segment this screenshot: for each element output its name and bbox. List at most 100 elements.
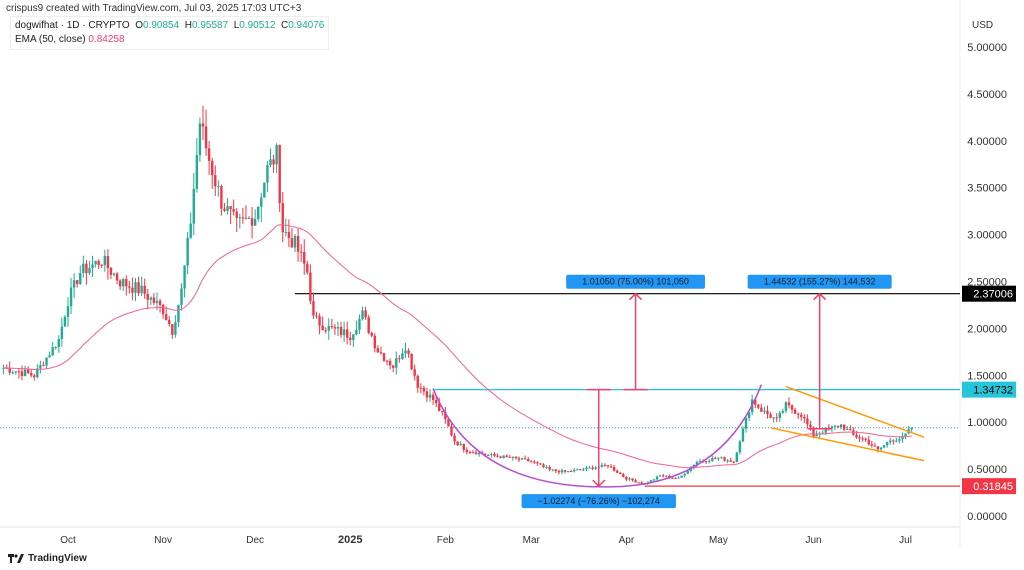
- candle-body: [20, 371, 24, 377]
- candle-body: [220, 186, 223, 209]
- symbol: dogwifhat · 1D · CRYPTO: [15, 20, 130, 31]
- candle-body: [109, 267, 113, 275]
- candle-body: [631, 478, 634, 481]
- candle-body: [244, 217, 248, 219]
- candle-body: [655, 476, 659, 480]
- candle-body: [634, 480, 637, 483]
- candle-body: [398, 358, 401, 360]
- candle-body: [195, 154, 199, 189]
- x-tick-label: Apr: [619, 535, 635, 546]
- candle-body: [253, 219, 257, 226]
- candle-body: [609, 466, 613, 468]
- candle-body: [530, 461, 533, 463]
- candle-body: [125, 279, 128, 287]
- candle-body: [499, 456, 502, 459]
- candle-body: [569, 471, 573, 473]
- candle-body: [726, 460, 729, 462]
- candle-body: [450, 426, 453, 436]
- low-label: L: [233, 20, 240, 31]
- candle-body: [103, 256, 107, 265]
- ema-label: EMA (50, close): [15, 34, 86, 45]
- candle-body: [324, 330, 327, 332]
- y-tick-label: 2.50000: [967, 277, 1007, 289]
- candle-body: [867, 439, 870, 445]
- candle-body: [422, 387, 426, 392]
- wedge-lower-line: [770, 427, 925, 462]
- candle-body: [177, 304, 180, 323]
- candle-body: [69, 287, 73, 307]
- candle-body: [330, 326, 334, 328]
- candle-body: [882, 445, 886, 448]
- candle-body: [717, 457, 720, 459]
- candle-body: [134, 282, 137, 293]
- candle-body: [879, 447, 883, 450]
- y-tick-label: 3.00000: [967, 230, 1007, 242]
- candle-body: [474, 452, 478, 455]
- candle-body: [591, 467, 594, 469]
- candle-body: [477, 452, 481, 455]
- candle-body: [164, 314, 168, 320]
- candle-body: [796, 413, 800, 415]
- candle-body: [652, 479, 656, 481]
- candle-body: [379, 352, 383, 354]
- candle-body: [459, 443, 462, 446]
- measure-label-box: [566, 274, 705, 289]
- candle-body: [11, 372, 14, 374]
- candle-body: [625, 476, 628, 480]
- y-tick-label: 0.00000: [967, 511, 1007, 523]
- candle-body: [683, 473, 686, 476]
- candle-body: [54, 346, 57, 348]
- candle-body: [48, 355, 51, 358]
- candle-body: [754, 399, 757, 405]
- candle-body: [296, 235, 300, 252]
- candle-body: [830, 426, 834, 429]
- candle-body: [551, 469, 554, 471]
- price-tag-label: 1.34732: [973, 385, 1013, 397]
- candle-body: [729, 460, 732, 462]
- candle-body: [836, 425, 840, 428]
- candle-body: [269, 159, 272, 166]
- candle-body: [471, 452, 475, 454]
- candle-body: [493, 453, 496, 456]
- candle-body: [462, 443, 465, 450]
- wedge-upper-line: [785, 385, 925, 438]
- candle-body: [732, 461, 735, 463]
- candle-body: [275, 144, 278, 165]
- candle-body: [152, 297, 156, 303]
- chart-credit: crispus9 created with TradingView.com, J…: [6, 3, 302, 14]
- candle-body: [401, 353, 404, 359]
- candle-body: [431, 394, 435, 401]
- candle-body: [303, 251, 306, 264]
- candle-body: [223, 208, 226, 211]
- x-tick-label: Dec: [246, 535, 264, 546]
- candle-body: [284, 231, 288, 233]
- candle-body: [192, 188, 195, 224]
- candle-body: [523, 458, 527, 460]
- candle-body: [843, 424, 846, 430]
- candle-body: [293, 235, 297, 248]
- footer-text: TradingView: [28, 553, 87, 564]
- candle-body: [566, 471, 570, 473]
- y-tick-label: 3.50000: [967, 183, 1007, 195]
- candle-body: [686, 470, 689, 474]
- candle-body: [229, 206, 232, 210]
- x-tick-label: Jul: [899, 535, 912, 546]
- candle-body: [364, 310, 367, 318]
- candle-body: [85, 263, 88, 274]
- candle-body: [23, 369, 27, 377]
- candle-body: [738, 441, 742, 453]
- low-value: 0.90512: [239, 20, 276, 31]
- candle-body: [63, 316, 67, 327]
- candle-body: [349, 337, 352, 340]
- candle-body: [410, 353, 413, 370]
- tradingview-icon: [8, 553, 24, 563]
- candle-body: [204, 126, 208, 149]
- candle-body: [287, 231, 291, 238]
- candle-body: [318, 316, 321, 326]
- candle-body: [582, 469, 585, 471]
- candle-body: [407, 350, 410, 354]
- candle-body: [573, 469, 576, 472]
- high-label: H: [184, 20, 192, 31]
- candle-body: [502, 455, 505, 459]
